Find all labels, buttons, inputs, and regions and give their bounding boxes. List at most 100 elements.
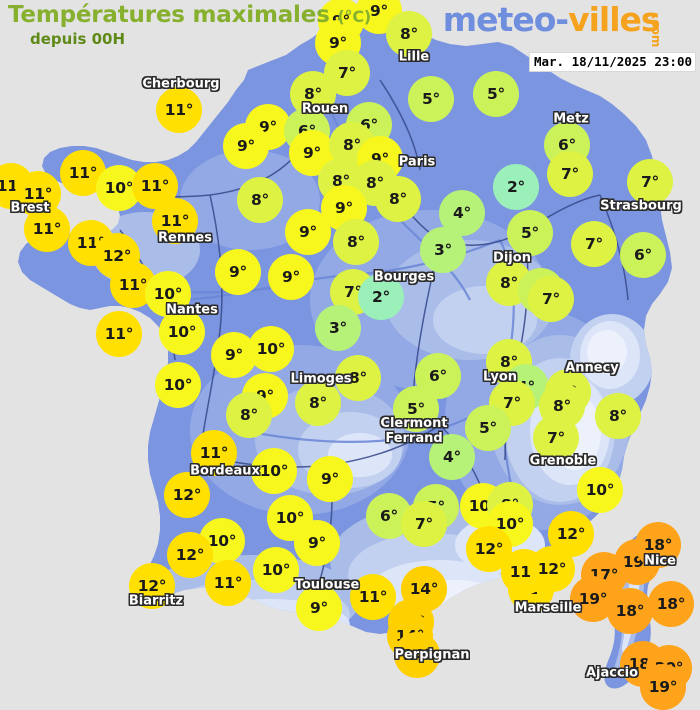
temperature-bubble: 8° <box>295 380 341 426</box>
temperature-bubble: 5° <box>507 210 553 256</box>
temperature-value: 11° <box>164 101 194 119</box>
temperature-value: 9° <box>237 137 255 155</box>
temperature-value: 12° <box>137 577 167 595</box>
temperature-value: 7° <box>338 64 356 82</box>
temperature-bubble: 9° <box>215 249 261 295</box>
temperature-value: 8° <box>500 274 518 292</box>
temperature-bubble: 7° <box>571 221 617 267</box>
temperature-bubble: 19° <box>640 664 686 710</box>
temperature-bubble: 7° <box>533 415 579 461</box>
temperature-bubble: 3° <box>420 227 466 273</box>
temperature-bubble: 10° <box>159 309 205 355</box>
temperature-value: 11° <box>140 177 170 195</box>
temperature-value: 10° <box>585 481 615 499</box>
temperature-bubble: 5° <box>393 386 439 432</box>
temperature-value: 8° <box>400 25 418 43</box>
temperature-value: 7° <box>542 290 560 308</box>
site-logo[interactable]: meteo-villes.com <box>442 0 692 47</box>
temperature-value: 10° <box>104 179 134 197</box>
temperature-value: 6° <box>429 367 447 385</box>
temperature-value: 11° <box>118 276 148 294</box>
temperature-value: 10° <box>275 509 305 527</box>
temperature-value: 11° <box>32 220 62 238</box>
temperature-bubble: 8° <box>375 176 421 222</box>
temperature-bubble: 11° <box>24 206 70 252</box>
temperature-value: 8° <box>240 406 258 424</box>
temperature-bubble: 8° <box>226 392 272 438</box>
temperature-value: 2° <box>372 288 390 306</box>
temperature-value: 7° <box>547 429 565 447</box>
temperature-value: 18° <box>615 602 645 620</box>
temperature-bubble: 8° <box>237 177 283 223</box>
temperature-bubble: 10° <box>155 362 201 408</box>
temperature-value: 10° <box>167 323 197 341</box>
temperature-value: 7° <box>641 173 659 191</box>
temperature-bubble: 7° <box>528 276 574 322</box>
temperature-value: 11° <box>104 325 134 343</box>
temperature-value: 9° <box>229 263 247 281</box>
temperature-value: 9° <box>225 346 243 364</box>
temperature-bubble: 18° <box>635 522 681 568</box>
temperature-value: 14° <box>409 580 439 598</box>
temperature-value: 10° <box>163 376 193 394</box>
temperature-bubble: 6° <box>620 232 666 278</box>
temperature-bubble: 11° <box>205 560 251 606</box>
temperature-value: 11° <box>213 574 243 592</box>
temperature-bubble: 18° <box>607 588 653 634</box>
temperature-bubble: 10° <box>248 326 294 372</box>
timestamp-label: Mar. 18/11/2025 23:00 <box>528 52 696 72</box>
temperature-value: 8° <box>553 397 571 415</box>
temperature-bubble: 12° <box>167 532 213 578</box>
temperature-value: 5° <box>479 419 497 437</box>
temperature-value: 3° <box>329 319 347 337</box>
temperature-value: 12° <box>537 560 567 578</box>
temperature-value: 19° <box>648 678 678 696</box>
temperature-bubble: 4° <box>429 434 475 480</box>
temperature-value: 6° <box>380 507 398 525</box>
temperature-value: 5° <box>487 85 505 103</box>
title-text: Températures maximales <box>8 2 330 28</box>
temperature-value: 9° <box>370 2 388 20</box>
temperature-bubble: 2° <box>493 164 539 210</box>
temperature-value: 18° <box>656 595 686 613</box>
title-unit: (°C) <box>337 7 371 26</box>
temperature-value: 14° <box>402 646 432 664</box>
temperature-value: 10° <box>153 285 183 303</box>
temperature-bubble: 10° <box>253 547 299 593</box>
temperature-bubble: 11° <box>191 430 237 476</box>
temperature-value: 8° <box>251 191 269 209</box>
temperature-value: 12° <box>474 540 504 558</box>
temperature-bubble: 8° <box>595 393 641 439</box>
temperature-value: 11° <box>199 444 229 462</box>
temperature-value: 7° <box>585 235 603 253</box>
temperature-value: 9° <box>335 199 353 217</box>
temperature-bubble: 10° <box>577 467 623 513</box>
temperature-bubble: 9° <box>285 209 331 255</box>
temperature-value: 10° <box>261 561 291 579</box>
temperature-value: 18° <box>643 536 673 554</box>
temperature-value: 11° <box>68 164 98 182</box>
temperature-value: 7° <box>561 165 579 183</box>
temperature-bubble: 11° <box>152 198 198 244</box>
temperature-bubble: 14° <box>394 632 440 678</box>
temperature-value: 9° <box>303 144 321 162</box>
logo-meteo-villes: meteo-villes <box>442 0 661 39</box>
temperature-bubble: 5° <box>465 405 511 451</box>
temperature-value: 19° <box>578 590 608 608</box>
temperature-bubble: 9° <box>268 254 314 300</box>
temperature-bubble: 5° <box>408 76 454 122</box>
temperature-bubble: 12° <box>164 472 210 518</box>
temperature-value: 3° <box>434 241 452 259</box>
page-title: Températures maximales (°C) depuis 00H <box>8 2 371 49</box>
temperature-bubble: 9° <box>307 456 353 502</box>
temperature-value: 7° <box>415 515 433 533</box>
temperature-value: 5° <box>407 400 425 418</box>
temperature-value: 9° <box>299 223 317 241</box>
temperature-value: 5° <box>521 224 539 242</box>
temperature-bubble: 3° <box>315 305 361 351</box>
temperature-value: 10° <box>259 462 289 480</box>
temperature-value: 11° <box>358 588 388 606</box>
temperature-value: 9° <box>308 534 326 552</box>
temperature-value: 8° <box>309 394 327 412</box>
temperature-bubble: 12° <box>529 546 575 592</box>
